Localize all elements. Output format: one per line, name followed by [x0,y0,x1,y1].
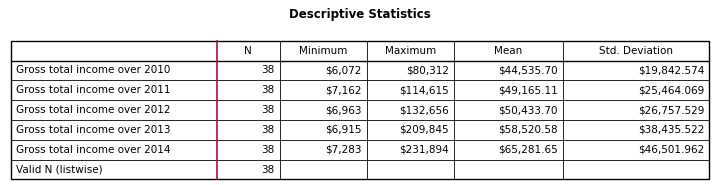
Text: $49,165.11: $49,165.11 [498,85,557,95]
Text: $65,281.65: $65,281.65 [498,145,557,155]
Text: 38: 38 [261,65,274,75]
Text: $50,433.70: $50,433.70 [498,105,557,115]
Text: Descriptive Statistics: Descriptive Statistics [289,8,431,21]
Text: $209,845: $209,845 [400,125,449,135]
Text: $19,842.574: $19,842.574 [638,65,704,75]
Text: 38: 38 [261,164,274,174]
Text: Maximum: Maximum [385,46,436,56]
Text: $7,283: $7,283 [325,145,362,155]
Text: $132,656: $132,656 [400,105,449,115]
Text: $38,435.522: $38,435.522 [638,125,704,135]
Text: Gross total income over 2010: Gross total income over 2010 [16,65,170,75]
Text: 38: 38 [261,125,274,135]
Text: Mean: Mean [495,46,523,56]
Text: Gross total income over 2011: Gross total income over 2011 [16,85,171,95]
Text: $6,963: $6,963 [325,105,362,115]
Text: $6,072: $6,072 [325,65,362,75]
Text: 38: 38 [261,85,274,95]
Text: 38: 38 [261,105,274,115]
Text: $231,894: $231,894 [400,145,449,155]
Text: Minimum: Minimum [299,46,348,56]
Text: Gross total income over 2012: Gross total income over 2012 [16,105,171,115]
Text: 38: 38 [261,145,274,155]
Text: $26,757.529: $26,757.529 [638,105,704,115]
Text: Valid N (listwise): Valid N (listwise) [16,164,102,174]
Text: $6,915: $6,915 [325,125,362,135]
Text: $80,312: $80,312 [406,65,449,75]
Text: $114,615: $114,615 [400,85,449,95]
Text: $44,535.70: $44,535.70 [498,65,557,75]
Text: $7,162: $7,162 [325,85,362,95]
Text: Std. Deviation: Std. Deviation [599,46,673,56]
Text: $25,464.069: $25,464.069 [638,85,704,95]
Text: $46,501.962: $46,501.962 [638,145,704,155]
Text: Gross total income over 2014: Gross total income over 2014 [16,145,171,155]
Text: $58,520.58: $58,520.58 [498,125,557,135]
Text: N: N [244,46,252,56]
Text: Gross total income over 2013: Gross total income over 2013 [16,125,171,135]
